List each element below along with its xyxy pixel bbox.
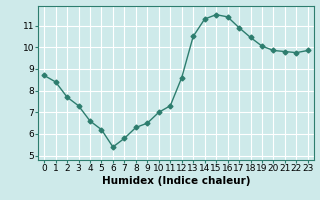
X-axis label: Humidex (Indice chaleur): Humidex (Indice chaleur) — [102, 176, 250, 186]
